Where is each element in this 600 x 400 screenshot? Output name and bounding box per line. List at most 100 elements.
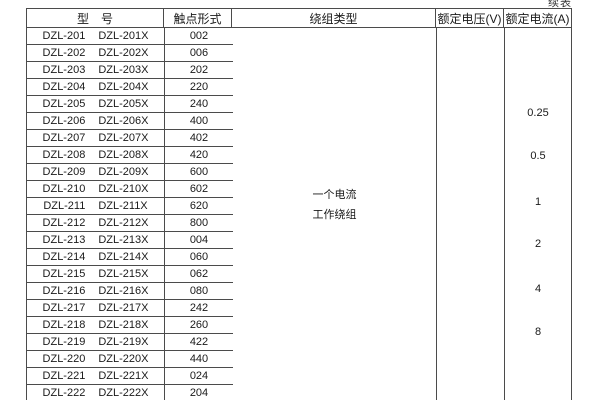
model-cell: DZL-217 DZL-217X — [27, 300, 165, 316]
table-row: DZL-209 DZL-209X 600 — [27, 164, 233, 181]
model-number-x: DZL-216X — [98, 285, 149, 297]
model-number: DZL-209 — [42, 166, 86, 178]
table-row: DZL-206 DZL-206X 400 — [27, 113, 233, 130]
model-cell: DZL-216 DZL-216X — [27, 283, 165, 299]
spec-table: 型 号 触点形式 绕组类型 额定电压(V) 额定电流(A) DZL-201 DZ… — [26, 8, 572, 400]
model-number-x: DZL-210X — [98, 183, 149, 195]
contact-form-cell: 620 — [189, 200, 209, 212]
table-row: DZL-211 DZL-211X 620 — [27, 198, 233, 215]
model-cell: DZL-215 DZL-215X — [27, 266, 165, 282]
table-row: DZL-212 DZL-212X 800 — [27, 215, 233, 232]
model-cell: DZL-210 DZL-210X — [27, 181, 165, 197]
contact-form-cell: 600 — [189, 166, 209, 178]
model-cell: DZL-204 DZL-204X — [27, 79, 165, 95]
model-number: DZL-211 — [43, 200, 86, 212]
model-number-x: DZL-203X — [98, 64, 149, 76]
model-number-x: DZL-209X — [98, 166, 149, 178]
winding-type-cell: 一个电流 工作绕组 — [233, 28, 437, 400]
model-cell: DZL-214 DZL-214X — [27, 249, 165, 265]
contact-form-cell: 422 — [189, 336, 209, 348]
model-number-x: DZL-201X — [98, 30, 149, 42]
contact-form-cell: 220 — [189, 81, 209, 93]
model-number-x: DZL-218X — [98, 319, 149, 331]
rated-current-value: 1 — [534, 196, 542, 208]
header-contact-form: 触点形式 — [164, 9, 232, 27]
model-number-x: DZL-207X — [98, 132, 149, 144]
model-number: DZL-212 — [42, 217, 86, 229]
model-cell: DZL-211 DZL-211X — [27, 198, 165, 214]
table-body: DZL-201 DZL-201X 002 DZL-202 DZL-202X 00… — [27, 28, 571, 400]
table-row: DZL-215 DZL-215X 062 — [27, 266, 233, 283]
model-number: DZL-208 — [42, 149, 86, 161]
model-number-x: DZL-214X — [98, 251, 149, 263]
table-header-row: 型 号 触点形式 绕组类型 额定电压(V) 额定电流(A) — [27, 9, 571, 28]
contact-form-cell: 402 — [189, 132, 209, 144]
header-winding-type: 绕组类型 — [232, 9, 436, 27]
header-rated-voltage: 额定电压(V) — [436, 9, 504, 27]
rated-voltage-cell — [437, 28, 505, 400]
model-cell: DZL-221 DZL-221X — [27, 368, 165, 384]
table-row: DZL-218 DZL-218X 260 — [27, 317, 233, 334]
rated-current-value: 0.5 — [530, 150, 546, 162]
table-row: DZL-208 DZL-208X 420 — [27, 147, 233, 164]
model-number: DZL-216 — [42, 285, 86, 297]
contact-form-cell: 002 — [189, 30, 209, 42]
model-number-x: DZL-205X — [98, 98, 149, 110]
model-number: DZL-222 — [42, 387, 86, 399]
model-cell: DZL-222 DZL-222X — [27, 385, 165, 400]
model-number: DZL-219 — [42, 336, 86, 348]
table-row: DZL-213 DZL-213X 004 — [27, 232, 233, 249]
contact-form-cell: 260 — [189, 319, 209, 331]
contact-form-cell: 440 — [189, 353, 209, 365]
model-number: DZL-210 — [42, 183, 86, 195]
contact-form-cell: 004 — [189, 234, 209, 246]
table-row: DZL-214 DZL-214X 060 — [27, 249, 233, 266]
model-number: DZL-217 — [42, 302, 86, 314]
rated-current-value: 8 — [534, 326, 542, 338]
table-row: DZL-202 DZL-202X 006 — [27, 45, 233, 62]
rated-current-value: 0.25 — [527, 107, 549, 119]
table-row: DZL-204 DZL-204X 220 — [27, 79, 233, 96]
contact-form-cell: 400 — [189, 115, 209, 127]
contact-form-cell: 080 — [189, 285, 209, 297]
model-number-x: DZL-204X — [98, 81, 149, 93]
table-row: DZL-220 DZL-220X 440 — [27, 351, 233, 368]
model-number-x: DZL-221X — [98, 370, 149, 382]
rated-current-value: 4 — [534, 283, 542, 295]
model-number-x: DZL-211X — [98, 200, 148, 212]
model-number: DZL-213 — [42, 234, 86, 246]
model-cell: DZL-220 DZL-220X — [27, 351, 165, 367]
rated-current-cell: 0.25 0.5 1 2 4 8 — [505, 28, 571, 400]
header-rated-current: 额定电流(A) — [505, 11, 570, 26]
winding-type-line-1: 一个电流 — [312, 189, 357, 201]
model-cell: DZL-212 DZL-212X — [27, 215, 165, 231]
model-number-x: DZL-212X — [98, 217, 149, 229]
model-number: DZL-218 — [42, 319, 86, 331]
table-row: DZL-205 DZL-205X 240 — [27, 96, 233, 113]
model-number-x: DZL-202X — [98, 47, 149, 59]
model-number: DZL-203 — [42, 64, 86, 76]
rated-current-value: 2 — [534, 238, 542, 250]
model-number: DZL-204 — [42, 81, 86, 93]
model-number: DZL-201 — [42, 30, 86, 42]
model-number: DZL-221 — [42, 370, 86, 382]
model-number-x: DZL-215X — [98, 268, 149, 280]
table-row: DZL-219 DZL-219X 422 — [27, 334, 233, 351]
contact-form-cell: 062 — [189, 268, 209, 280]
model-number-x: DZL-217X — [98, 302, 149, 314]
model-cell: DZL-207 DZL-207X — [27, 130, 165, 146]
model-cell: DZL-218 DZL-218X — [27, 317, 165, 333]
table-row: DZL-221 DZL-221X 024 — [27, 368, 233, 385]
model-cell: DZL-202 DZL-202X — [27, 45, 165, 61]
contact-form-cell: 800 — [189, 217, 209, 229]
contact-form-cell: 420 — [189, 149, 209, 161]
winding-type-text: 一个电流 工作绕组 — [233, 185, 436, 225]
table-row: DZL-222 DZL-222X 204 — [27, 385, 233, 400]
model-cell: DZL-208 DZL-208X — [27, 147, 165, 163]
table-row: DZL-216 DZL-216X 080 — [27, 283, 233, 300]
contact-form-cell: 202 — [189, 64, 209, 76]
model-number: DZL-207 — [42, 132, 86, 144]
contact-form-cell: 060 — [189, 251, 209, 263]
table-row: DZL-207 DZL-207X 402 — [27, 130, 233, 147]
